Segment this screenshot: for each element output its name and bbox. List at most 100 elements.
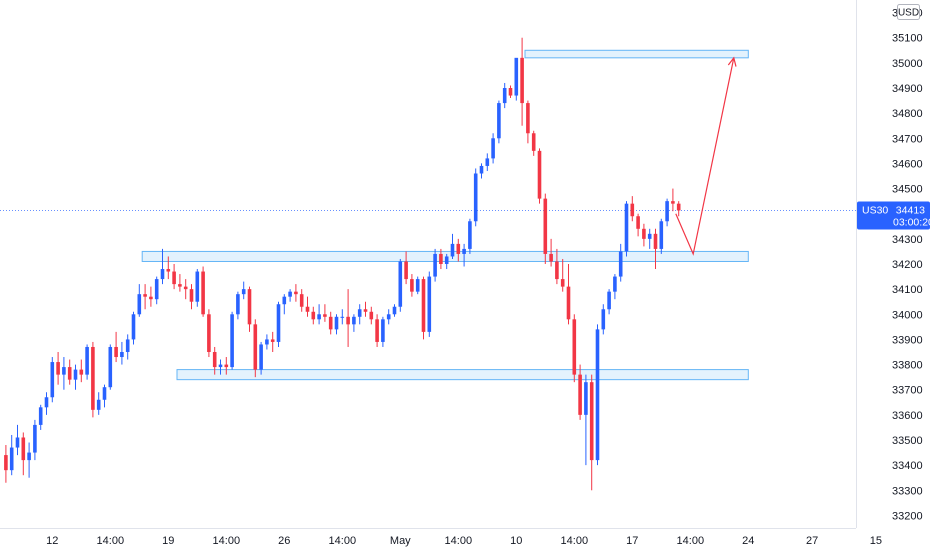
candle — [450, 233, 455, 259]
candle-body — [4, 455, 8, 471]
x-tick-label: 19 — [162, 535, 174, 547]
candle — [346, 289, 350, 347]
candle — [323, 304, 327, 322]
candle-body — [120, 352, 124, 358]
projection-line[interactable] — [675, 57, 735, 256]
candle — [497, 100, 501, 144]
candle-body — [450, 243, 455, 257]
candle — [218, 359, 223, 375]
candle-body — [369, 311, 374, 320]
candle-body — [137, 294, 142, 315]
candle — [485, 153, 490, 171]
candle — [73, 364, 78, 390]
candle-body — [50, 362, 55, 398]
candle — [4, 445, 8, 483]
candle — [282, 294, 287, 315]
candle-body — [537, 150, 542, 199]
candle — [642, 223, 646, 247]
candle — [514, 57, 519, 101]
candle-body — [96, 399, 101, 410]
candle — [584, 374, 588, 466]
zone-1[interactable] — [524, 49, 749, 59]
candle — [340, 309, 345, 325]
candle — [143, 284, 147, 310]
candle — [578, 364, 582, 420]
candle-body — [439, 253, 443, 264]
currency-badge[interactable]: USD — [897, 4, 920, 20]
candle — [9, 434, 14, 476]
x-tick-label: 14:00 — [213, 535, 241, 547]
candle-body — [178, 284, 182, 287]
candle-body — [189, 289, 194, 302]
candle-body — [340, 316, 345, 318]
candle — [288, 289, 292, 302]
candle-body — [479, 165, 484, 174]
candle — [85, 344, 89, 380]
candle-body — [259, 344, 263, 370]
candle-body — [9, 447, 14, 471]
candle — [468, 218, 472, 254]
candle-body — [294, 291, 298, 295]
candle — [62, 357, 66, 390]
candle-body — [38, 407, 43, 425]
candle-body — [497, 103, 501, 139]
candle — [555, 248, 559, 285]
candle-body — [241, 289, 246, 295]
candle-body — [427, 276, 432, 332]
candle-body — [160, 269, 165, 280]
candle-body — [613, 276, 617, 292]
candle — [543, 193, 548, 264]
candle — [270, 331, 275, 352]
y-tick-label: 34200 — [892, 259, 923, 271]
candle-body — [276, 304, 281, 342]
candle — [67, 359, 72, 385]
candle-body — [549, 253, 553, 262]
candle-body — [671, 201, 675, 204]
candle-body — [317, 314, 321, 320]
candle — [613, 274, 617, 300]
candle-body — [102, 387, 107, 400]
y-tick-label: 34500 — [892, 184, 923, 196]
candle — [125, 334, 130, 360]
x-tick-label: 26 — [278, 535, 290, 547]
candle — [44, 392, 49, 415]
candle — [549, 238, 553, 267]
y-tick-label: 33200 — [892, 510, 923, 522]
candle-body — [195, 271, 200, 302]
y-tick-label: 34800 — [892, 108, 923, 120]
candle-body — [21, 437, 26, 461]
candle-body — [346, 316, 350, 325]
candle — [659, 218, 664, 254]
candle-body — [607, 291, 611, 310]
last-price-tag: US30 34413 03:00:20 — [857, 201, 932, 230]
time-axis[interactable]: 12 14:00 19 14:00 26 14:00 May 14:00 10 14:00 17 14… — [46, 535, 882, 547]
candle-body — [502, 88, 507, 104]
y-tick-label: 33600 — [892, 410, 923, 422]
candle — [334, 314, 339, 335]
y-tick-label: 33900 — [892, 334, 923, 346]
candle-body — [665, 201, 669, 222]
candle — [241, 281, 246, 300]
x-tick-label: 14:00 — [329, 535, 357, 547]
candle-body — [33, 424, 37, 453]
candle-body — [201, 271, 205, 315]
candle — [589, 374, 594, 491]
candle-body — [67, 367, 72, 380]
candle — [433, 248, 437, 282]
zone-3[interactable] — [176, 369, 749, 381]
candle-body — [618, 251, 623, 277]
candle-body — [526, 103, 530, 134]
candle — [166, 256, 171, 280]
candle-body — [386, 314, 391, 320]
candle — [572, 314, 577, 383]
projection-path — [675, 56, 737, 256]
candle — [479, 163, 484, 179]
y-tick-label: 34300 — [892, 234, 923, 246]
price-axis[interactable]: 33200 33300 33400 33500 33600 33700 33800 33900… — [892, 8, 923, 523]
y-tick-label: 35000 — [892, 58, 923, 70]
x-tick-label: 14:00 — [445, 535, 473, 547]
candle — [33, 419, 37, 461]
candle-body — [334, 316, 339, 330]
